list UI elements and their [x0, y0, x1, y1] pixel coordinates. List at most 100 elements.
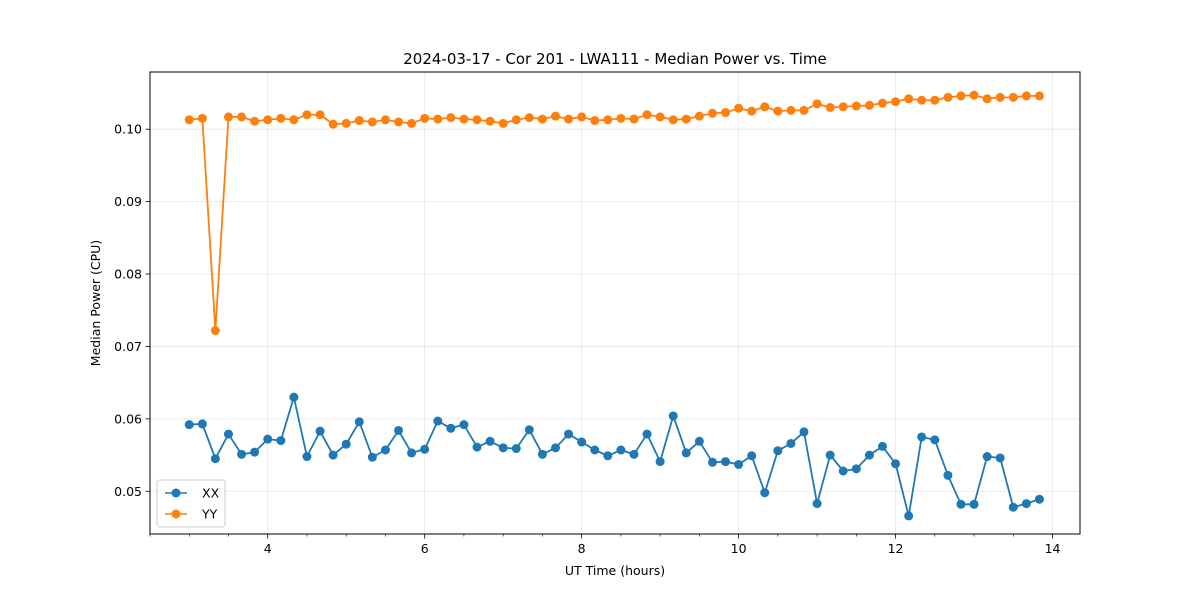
plot-area [184, 90, 1044, 521]
series-yy [184, 90, 1044, 336]
data-point-yy [642, 110, 652, 120]
data-point-yy [721, 108, 730, 118]
data-point-yy [773, 106, 783, 116]
data-point-xx [655, 457, 665, 467]
data-point-xx [197, 419, 207, 429]
x-tick-label: 4 [264, 541, 272, 556]
data-point-yy [537, 114, 547, 124]
data-point-yy [734, 103, 744, 113]
data-point-xx [995, 453, 1005, 463]
data-point-xx [420, 444, 430, 454]
data-point-yy [184, 115, 194, 125]
data-point-yy [747, 106, 757, 116]
data-point-xx [603, 451, 613, 461]
data-point-xx [930, 435, 940, 445]
y-tick-label: 0.09 [114, 194, 142, 209]
data-point-yy [825, 102, 835, 112]
data-point-xx [747, 451, 757, 461]
data-point-yy [982, 94, 992, 104]
data-point-yy [629, 114, 639, 124]
data-point-yy [315, 110, 325, 120]
data-point-xx [250, 447, 260, 457]
data-point-xx [969, 499, 979, 509]
data-point-yy [459, 114, 469, 124]
grid [150, 72, 1080, 534]
x-tick-label: 8 [578, 541, 586, 556]
data-point-xx [511, 444, 521, 454]
data-point-yy [851, 101, 861, 111]
data-point-xx [786, 438, 796, 448]
legend-label-yy: YY [201, 507, 218, 522]
data-point-xx [590, 445, 600, 455]
data-point-yy [956, 91, 966, 101]
y-axis-label: Median Power (CPU) [88, 240, 103, 366]
data-point-xx [891, 459, 901, 469]
data-point-yy [891, 97, 901, 107]
x-tick-label: 14 [1045, 541, 1061, 556]
data-point-xx [472, 442, 482, 452]
x-tick-label: 6 [421, 541, 429, 556]
data-point-yy [760, 102, 770, 112]
data-point-yy [616, 113, 626, 123]
data-point-yy [197, 113, 207, 123]
data-point-xx [668, 411, 678, 421]
data-point-xx [223, 429, 233, 439]
data-point-xx [459, 420, 469, 430]
data-point-yy [564, 114, 574, 124]
data-point-xx [851, 464, 861, 474]
data-point-yy [524, 113, 534, 123]
data-point-yy [877, 98, 887, 108]
data-point-xx [237, 449, 247, 459]
data-point-xx [629, 449, 639, 459]
data-point-xx [394, 425, 404, 435]
data-point-yy [551, 111, 561, 121]
data-point-xx [551, 443, 561, 453]
data-point-xx [289, 392, 299, 402]
data-point-xx [812, 499, 822, 509]
data-point-xx [276, 436, 286, 446]
data-point-yy [864, 100, 874, 110]
data-point-xx [1008, 502, 1018, 512]
data-point-yy [420, 113, 430, 123]
y-tick-label: 0.07 [114, 339, 142, 354]
data-point-xx [864, 450, 874, 460]
axis-ticks: 4 6 8 10 12 14 0.05 0.06 0.07 0.08 0.09 0.10 [114, 122, 1060, 556]
data-point-yy [707, 108, 717, 118]
data-point-yy [655, 112, 665, 122]
data-point-yy [354, 116, 364, 126]
data-point-yy [407, 118, 417, 128]
data-point-xx [904, 511, 914, 521]
data-point-xx [210, 454, 220, 464]
data-point-xx [825, 450, 835, 460]
x-tick-label: 12 [888, 541, 904, 556]
data-point-xx [524, 425, 534, 435]
data-point-yy [812, 99, 822, 109]
data-point-yy [498, 118, 508, 128]
data-point-yy [276, 113, 286, 123]
data-point-xx [380, 445, 390, 455]
data-point-yy [1008, 92, 1018, 102]
data-point-yy [341, 118, 351, 128]
data-point-yy [380, 115, 390, 125]
legend: XX YY [156, 479, 226, 528]
data-point-yy [237, 112, 247, 122]
data-point-xx [367, 452, 377, 462]
data-point-xx [577, 437, 587, 447]
data-point-xx [982, 452, 992, 462]
data-point-yy [210, 326, 220, 336]
data-point-xx [354, 417, 364, 427]
data-point-xx [315, 426, 325, 436]
data-point-xx [681, 448, 691, 458]
data-point-yy [446, 113, 456, 123]
data-point-yy [995, 92, 1005, 102]
chart-title: 2024-03-17 - Cor 201 - LWA111 - Median P… [403, 50, 827, 68]
data-point-yy [328, 119, 338, 129]
data-point-yy [472, 115, 482, 125]
data-point-xx [446, 423, 456, 433]
series-xx [184, 392, 1044, 521]
data-point-xx [707, 457, 717, 467]
data-point-yy [917, 95, 927, 105]
data-point-xx [877, 441, 887, 451]
data-point-xx [433, 416, 443, 426]
